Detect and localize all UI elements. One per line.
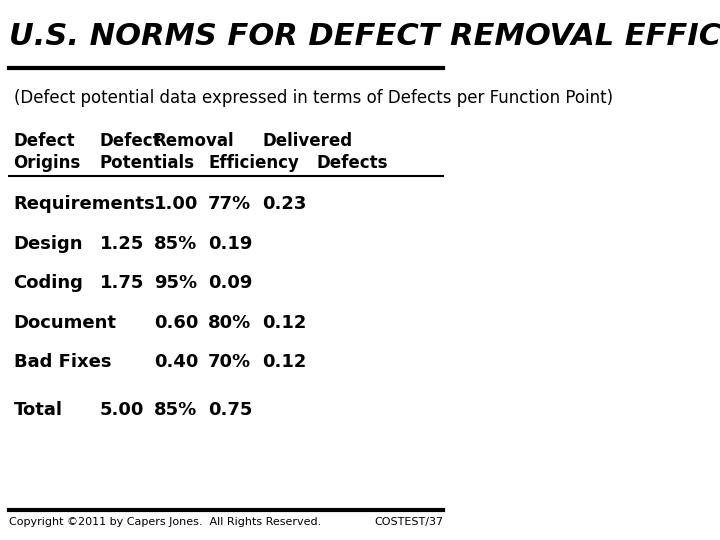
Text: 77%: 77% [208, 195, 251, 213]
Text: Efficiency: Efficiency [208, 154, 299, 172]
Text: 0.23: 0.23 [262, 195, 307, 213]
Text: 0.19: 0.19 [208, 235, 253, 253]
Text: (Defect potential data expressed in terms of Defects per Function Point): (Defect potential data expressed in term… [14, 89, 613, 107]
Text: 1.00: 1.00 [154, 195, 198, 213]
Text: Defect: Defect [14, 132, 75, 150]
Text: Design: Design [14, 235, 83, 253]
Text: COSTEST/37: COSTEST/37 [374, 517, 444, 528]
Text: 80%: 80% [208, 314, 251, 332]
Text: Potentials: Potentials [99, 154, 194, 172]
Text: 70%: 70% [208, 353, 251, 371]
Text: Total: Total [14, 401, 63, 418]
Text: Defect: Defect [99, 132, 161, 150]
Text: U.S. NORMS FOR DEFECT REMOVAL EFFICIENCY: U.S. NORMS FOR DEFECT REMOVAL EFFICIENCY [9, 22, 720, 51]
Text: 85%: 85% [154, 401, 197, 418]
Text: Document: Document [14, 314, 117, 332]
Text: Copyright ©2011 by Capers Jones.  All Rights Reserved.: Copyright ©2011 by Capers Jones. All Rig… [9, 517, 321, 528]
Text: 0.12: 0.12 [262, 353, 307, 371]
Text: Origins: Origins [14, 154, 81, 172]
Text: 5.00: 5.00 [99, 401, 144, 418]
Text: 0.75: 0.75 [208, 401, 253, 418]
Text: Removal: Removal [154, 132, 235, 150]
Text: 1.75: 1.75 [99, 274, 144, 292]
Text: 0.12: 0.12 [262, 314, 307, 332]
Text: 95%: 95% [154, 274, 197, 292]
Text: 0.40: 0.40 [154, 353, 198, 371]
Text: Defects: Defects [317, 154, 388, 172]
Text: Bad Fixes: Bad Fixes [14, 353, 111, 371]
Text: Requirements: Requirements [14, 195, 156, 213]
Text: 0.60: 0.60 [154, 314, 198, 332]
Text: Coding: Coding [14, 274, 84, 292]
Text: 1.25: 1.25 [99, 235, 144, 253]
Text: Delivered: Delivered [262, 132, 353, 150]
Text: 0.09: 0.09 [208, 274, 253, 292]
Text: 85%: 85% [154, 235, 197, 253]
